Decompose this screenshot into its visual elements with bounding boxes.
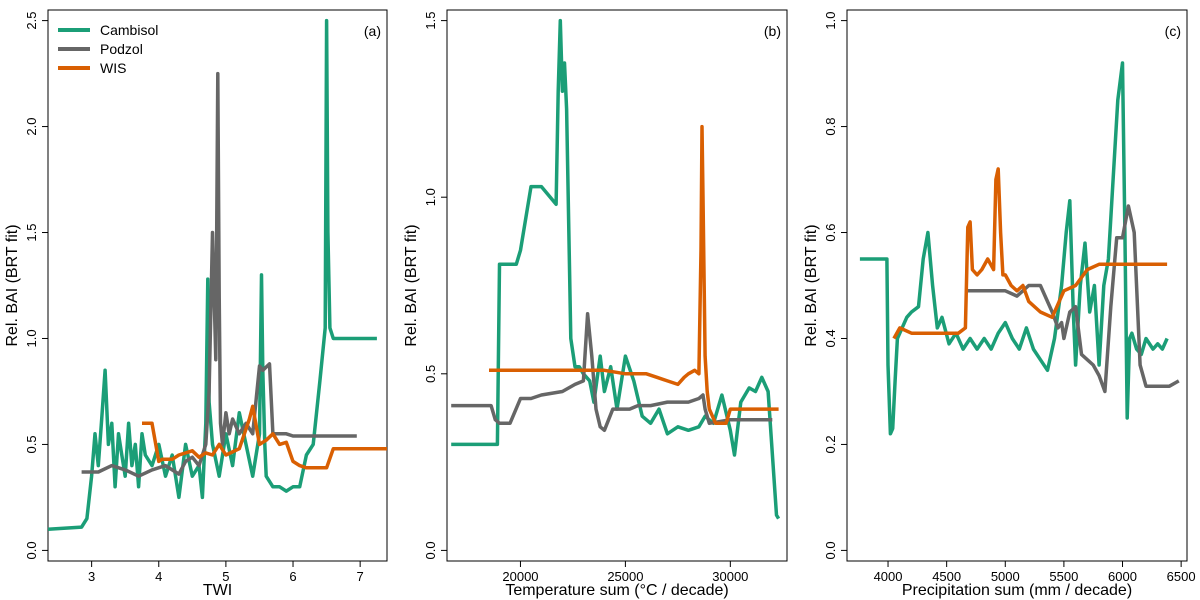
chart-panel-2: 20000 25000 30000 0.0 0.5 1.0 1.5 Temperature s…: [403, 9, 788, 599]
panel-label: (c): [1165, 23, 1181, 39]
panel-label: (b): [764, 23, 781, 39]
panel-label: (a): [364, 23, 381, 39]
y-tick-label: 0.0: [24, 541, 39, 559]
x-tick-label: 3: [88, 569, 95, 584]
series-line-wis: [142, 404, 387, 470]
x-tick-label: 4: [155, 569, 162, 584]
x-axis-title: Temperature sum (°C / decade): [505, 582, 728, 599]
y-axis-title: Rel. BAI (BRT fit): [803, 224, 820, 346]
y-tick-label: 2.5: [24, 12, 39, 30]
plot-frame: [47, 9, 388, 562]
x-tick-label: 5: [222, 569, 229, 584]
x-tick-label: 5500: [1049, 569, 1078, 584]
y-tick-label: 0.4: [823, 329, 838, 347]
y-axis-title: Rel. BAI (BRT fit): [403, 224, 420, 346]
y-tick-label: 1.0: [823, 12, 838, 30]
y-tick-label: 0.5: [423, 365, 438, 383]
legend-label-podzol: Podzol: [100, 41, 143, 57]
plot-frame: [846, 9, 1188, 562]
x-tick-label: 5000: [991, 569, 1020, 584]
x-tick-label: 6500: [1167, 569, 1196, 584]
series-line-wis: [892, 167, 1168, 340]
y-tick-label: 1.5: [24, 223, 39, 241]
series-line-cambisol: [451, 18, 781, 520]
series-line-podzol: [451, 312, 773, 433]
series-line-cambisol: [859, 61, 1169, 436]
y-tick-label: 0.2: [823, 435, 838, 453]
x-tick-label: 6000: [1108, 569, 1137, 584]
x-tick-label: 7: [357, 569, 364, 584]
y-tick-label: 0.0: [823, 541, 838, 559]
y-tick-label: 1.5: [423, 12, 438, 30]
series-line-podzol: [81, 71, 357, 478]
y-tick-label: 0.8: [823, 118, 838, 136]
legend-label-cambisol: Cambisol: [100, 22, 158, 38]
plot-frame: [446, 9, 788, 562]
series-line-wis: [489, 124, 779, 426]
y-tick-label: 1.0: [24, 329, 39, 347]
y-tick-label: 2.0: [24, 118, 39, 136]
y-tick-label: 0.6: [823, 223, 838, 241]
chart-panel-1: 3 4 5 6 7 0.0 0.5 1.0 1.5 2.0 2.5 TWI Rel. BAI (BRT …: [4, 9, 388, 599]
x-tick-label: 25000: [607, 569, 643, 584]
y-tick-label: 1.0: [423, 188, 438, 206]
chart-panel-3: 4000 4500 5000 5500 6000 6500 0.0 0.2 0.4 0.6 0.8 1…: [803, 9, 1196, 599]
y-axis-title: Rel. BAI (BRT fit): [4, 224, 21, 346]
series-line-cambisol: [47, 18, 377, 531]
legend: Cambisol Podzol WIS: [58, 22, 158, 76]
legend-label-wis: WIS: [100, 60, 126, 76]
x-tick-label: 30000: [712, 569, 748, 584]
y-tick-label: 0.0: [423, 541, 438, 559]
x-tick-label: 6: [289, 569, 296, 584]
series-line-podzol: [967, 204, 1180, 394]
x-tick-label: 4500: [932, 569, 961, 584]
x-axis-title: TWI: [203, 582, 232, 599]
y-tick-label: 0.5: [24, 435, 39, 453]
x-tick-label: 20000: [502, 569, 538, 584]
x-tick-label: 4000: [874, 569, 903, 584]
x-axis-title: Precipitation sum (mm / decade): [902, 582, 1132, 599]
